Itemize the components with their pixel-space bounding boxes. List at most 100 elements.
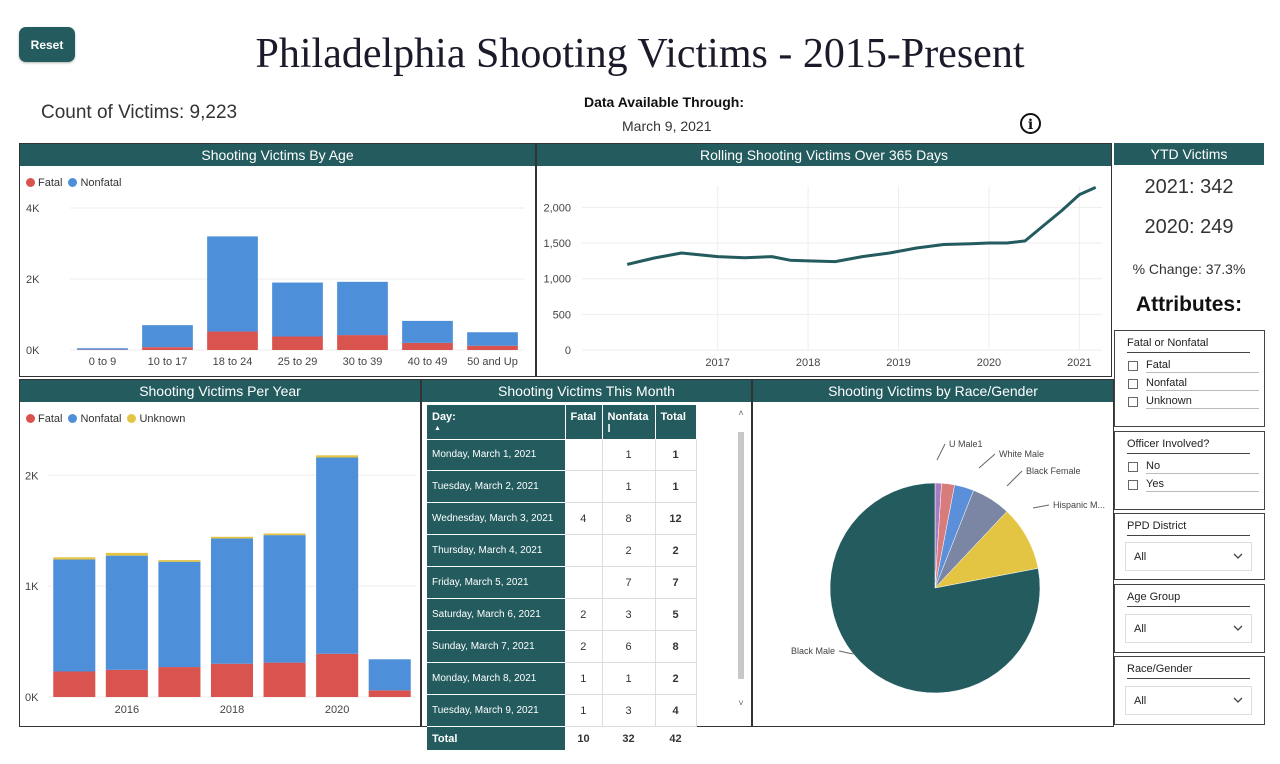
- data-available-label: Data Available Through:: [584, 94, 744, 110]
- leader-line: [1006, 470, 1023, 487]
- legend-fatal: Fatal: [26, 413, 62, 425]
- age-chart: 0K 2K 4K 0 to 9 10 to 17 18 to 24 25 to 29 30 t…: [26, 203, 525, 368]
- table-cell: 1: [655, 439, 697, 471]
- x-tick-label: 0 to 9: [89, 356, 117, 368]
- checkbox[interactable]: [1128, 397, 1138, 407]
- y-tick-label: 1K: [25, 581, 39, 593]
- fatal-option-unknown[interactable]: Unknown: [1128, 395, 1259, 409]
- bar-fatal: [337, 335, 388, 350]
- age-slicer: Age Group All: [1114, 584, 1265, 653]
- column-header[interactable]: Day: ▲: [427, 405, 566, 439]
- officer-option-no[interactable]: No: [1128, 460, 1259, 474]
- ytd-title: YTD Victims: [1114, 143, 1264, 165]
- table-cell: 1: [602, 470, 656, 503]
- bar-nonfatal: [467, 332, 518, 346]
- bar-fatal: [402, 342, 453, 350]
- info-icon[interactable]: i: [1020, 113, 1041, 134]
- column-header[interactable]: Fatal: [565, 405, 603, 439]
- table-cell: [565, 566, 603, 599]
- age-slicer-title: Age Group: [1127, 591, 1250, 607]
- x-tick-label: 2019: [886, 357, 910, 369]
- age-dropdown[interactable]: All: [1125, 614, 1252, 643]
- checkbox[interactable]: [1128, 361, 1138, 371]
- x-tick-label: 18 to 24: [213, 356, 253, 368]
- table-cell: Monday, March 1, 2021: [427, 438, 565, 471]
- checkbox[interactable]: [1128, 462, 1138, 472]
- table-row[interactable]: Monday, March 1, 2021 1 1: [427, 438, 697, 471]
- race-slicer-title: Race/Gender: [1127, 663, 1250, 679]
- table-cell: 4: [655, 694, 697, 727]
- checkbox[interactable]: [1128, 379, 1138, 389]
- bar-fatal: [210, 663, 254, 697]
- table-row[interactable]: Wednesday, March 3, 2021 4 8 12: [427, 502, 697, 535]
- table-row[interactable]: Saturday, March 6, 2021 2 3 5: [427, 598, 697, 631]
- ytd-2020: 2020: 249: [1144, 216, 1234, 238]
- table-row[interactable]: Friday, March 5, 2021 7 7: [427, 566, 697, 599]
- bar-fatal: [105, 669, 148, 697]
- y-tick-label: 2,000: [543, 202, 571, 214]
- checkbox[interactable]: [1128, 480, 1138, 490]
- x-tick-label: 25 to 29: [278, 356, 318, 368]
- table-row[interactable]: Monday, March 8, 2021 1 1 2: [427, 662, 697, 695]
- total-cell: 10: [577, 732, 590, 745]
- column-header[interactable]: Nonfatal: [602, 405, 656, 439]
- bar-fatal: [158, 667, 201, 697]
- data-available-value: March 9, 2021: [622, 118, 712, 134]
- fatal-option-nonfatal[interactable]: Nonfatal: [1128, 377, 1259, 391]
- district-value: All: [1134, 551, 1147, 563]
- bar-unknown: [210, 536, 254, 539]
- table-row[interactable]: Sunday, March 7, 2021 2 6 8: [427, 630, 697, 663]
- age-value: All: [1134, 623, 1147, 635]
- leader-line: [1032, 504, 1050, 509]
- district-dropdown[interactable]: All: [1125, 542, 1252, 571]
- per-year-chart: 0K 1K 2K 2016 2018 2020: [25, 455, 416, 716]
- fatal-slicer: Fatal or Nonfatal Fatal Nonfatal Unknown: [1114, 330, 1265, 427]
- scroll-down-icon[interactable]: ˅: [738, 698, 744, 708]
- scroll-thumb[interactable]: [738, 432, 744, 679]
- leader-line: [838, 650, 854, 655]
- sort-arrow-icon[interactable]: ▲: [434, 425, 441, 432]
- page-title: Philadelphia Shooting Victims - 2015-Pre…: [255, 31, 1025, 77]
- table-cell: 7: [602, 566, 656, 599]
- bar-nonfatal: [158, 561, 201, 668]
- x-tick-label: 2016: [115, 704, 139, 716]
- district-slicer-title: PPD District: [1127, 520, 1250, 536]
- fatal-slicer-title: Fatal or Nonfatal: [1127, 337, 1250, 353]
- table-cell: 6: [602, 630, 656, 663]
- x-tick-label: 2020: [977, 357, 1001, 369]
- column-header[interactable]: Total: [655, 405, 697, 439]
- legend-nonfatal: Nonfatal: [68, 177, 121, 189]
- slice-label: U Male1: [949, 439, 983, 449]
- district-slicer: PPD District All: [1114, 513, 1265, 580]
- table-cell: [565, 534, 603, 567]
- reset-button[interactable]: Reset: [19, 27, 75, 62]
- legend-nonfatal: Nonfatal: [68, 413, 121, 425]
- fatal-option-fatal[interactable]: Fatal: [1128, 359, 1259, 373]
- officer-option-yes[interactable]: Yes: [1128, 478, 1259, 492]
- leader-line: [936, 443, 946, 461]
- x-tick-label: 50 and Up: [467, 356, 518, 368]
- rolling-chart: 0 500 1,000 1,500 2,000 2017 2018 2019 2020 2021: [543, 186, 1102, 369]
- y-tick-label: 0K: [26, 345, 40, 357]
- per-year-panel: Shooting Victims Per Year Fatal Nonfatal…: [19, 379, 421, 727]
- y-tick-label: 0: [565, 345, 571, 357]
- bar-nonfatal: [272, 282, 323, 337]
- table-cell: 4: [565, 502, 603, 535]
- table-cell: [565, 439, 603, 471]
- table-cell: Thursday, March 4, 2021: [427, 534, 565, 567]
- table-row[interactable]: Tuesday, March 2, 2021 1 1: [427, 470, 697, 503]
- race-dropdown[interactable]: All: [1125, 686, 1252, 715]
- scrollbar[interactable]: ˄ ˅: [736, 408, 746, 708]
- table-cell: 1: [655, 470, 697, 503]
- table-cell: Tuesday, March 9, 2021: [427, 694, 565, 727]
- ytd-change: % Change: 37.3%: [1132, 261, 1246, 277]
- table-row[interactable]: Tuesday, March 9, 2021 1 3 4: [427, 694, 697, 727]
- scroll-up-icon[interactable]: ˄: [738, 408, 744, 418]
- bar-nonfatal: [142, 325, 193, 348]
- bar-unknown: [263, 533, 306, 536]
- table-cell: 1: [565, 694, 603, 727]
- bar-nonfatal: [368, 659, 411, 691]
- bar-nonfatal: [77, 348, 128, 350]
- table-cell: Sunday, March 7, 2021: [427, 630, 565, 663]
- table-row[interactable]: Thursday, March 4, 2021 2 2: [427, 534, 697, 567]
